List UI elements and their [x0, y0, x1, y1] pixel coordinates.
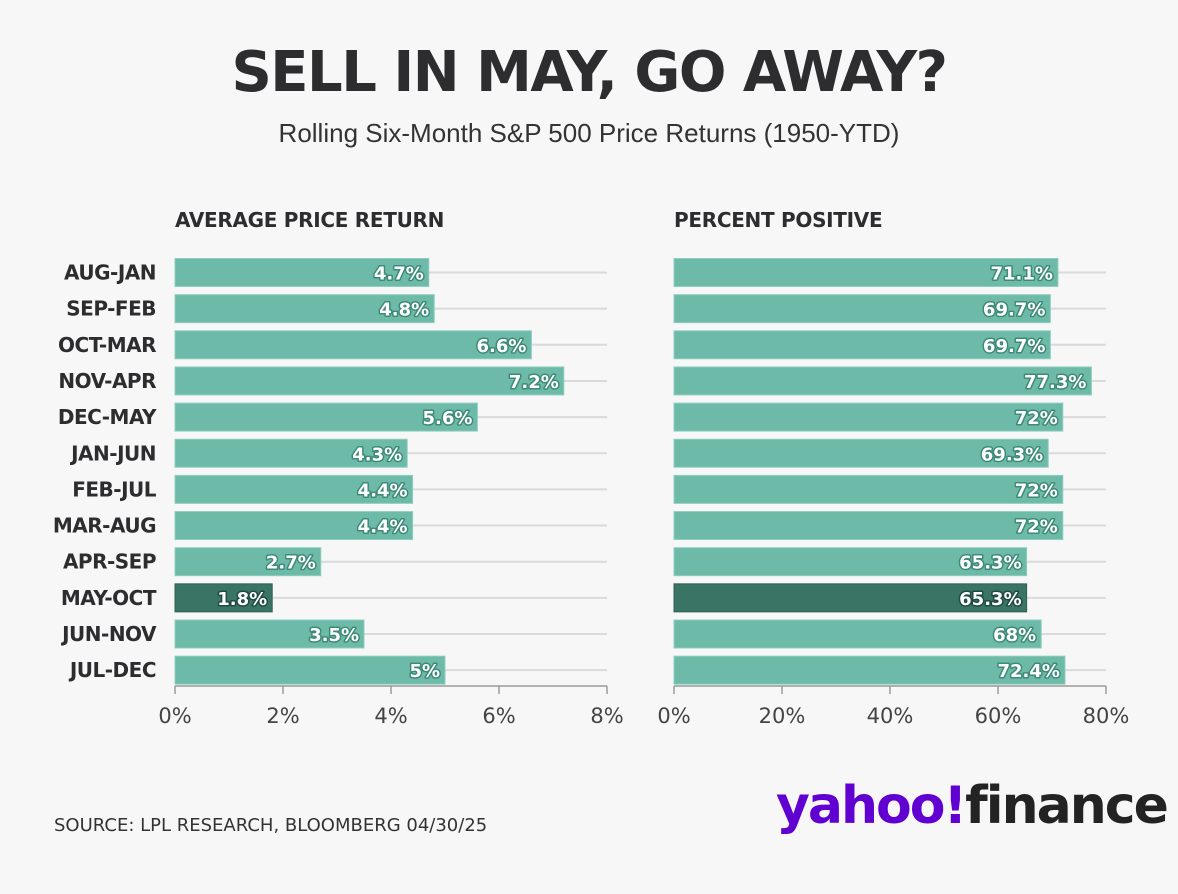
average-price-return-x-tick-label: 6% — [482, 704, 515, 728]
average-price-return-value-label: 1.8% — [217, 589, 267, 610]
category-label-may-oct: MAY-OCT — [61, 586, 157, 610]
percent-positive-bar-nov-apr — [673, 366, 1092, 396]
percent-positive-bar-sep-feb — [673, 294, 1051, 324]
percent-positive-bar-aug-jan — [673, 258, 1059, 287]
percent-positive-x-tick-label: 80% — [1083, 704, 1130, 728]
average-price-return-value-label: 4.4% — [358, 517, 408, 538]
panel-title-average-price-return: AVERAGE PRICE RETURN — [175, 208, 445, 232]
average-price-return-bar-dec-may — [174, 402, 478, 432]
average-price-return-bar-oct-mar — [174, 330, 532, 360]
percent-positive-bar-may-oct — [673, 583, 1028, 613]
average-price-return-value-label: 2.7% — [266, 553, 316, 574]
category-label-dec-may: DEC-MAY — [58, 405, 157, 429]
chart-subtitle: Rolling Six-Month S&P 500 Price Returns … — [278, 118, 900, 148]
percent-positive-value-label: 72.4% — [998, 661, 1060, 682]
average-price-return-x-tick-label: 4% — [374, 704, 407, 728]
average-price-return-value-label: 5% — [409, 661, 440, 682]
category-label-feb-jul: FEB-JUL — [72, 477, 157, 501]
average-price-return-bar-sep-feb — [174, 294, 435, 324]
average-price-return-bar-may-oct — [174, 583, 273, 613]
average-price-return-x-tick-label: 2% — [266, 704, 299, 728]
percent-positive-value-label: 65.3% — [959, 553, 1021, 574]
category-label-oct-mar: OCT-MAR — [58, 333, 156, 357]
source-note: SOURCE: LPL RESEARCH, BLOOMBERG 04/30/25 — [54, 815, 488, 836]
percent-positive-bar-jul-dec — [673, 655, 1066, 685]
average-price-return-bar-apr-sep — [174, 547, 322, 577]
logo-yahoo: yahoo! — [776, 776, 967, 836]
percent-positive-value-label: 72% — [1015, 408, 1058, 429]
percent-positive-x-tick-label: 20% — [759, 704, 806, 728]
average-price-return-x-tick-label: 0% — [158, 704, 191, 728]
percent-positive-bar-apr-sep — [673, 547, 1028, 577]
percent-positive-bar-jun-nov — [673, 619, 1042, 649]
category-label-mar-aug: MAR-AUG — [53, 514, 156, 538]
percent-positive-x-tick-label: 40% — [867, 704, 914, 728]
average-price-return-value-label: 4.4% — [358, 480, 408, 501]
average-price-return-bar-jul-dec — [174, 655, 446, 685]
logo-finance: finance — [965, 776, 1169, 836]
average-price-return-bar-jan-jun — [174, 438, 408, 468]
percent-positive-bar-oct-mar — [673, 330, 1051, 360]
average-price-return-bar-nov-apr — [174, 366, 565, 396]
percent-positive-value-label: 72% — [1015, 480, 1058, 501]
average-price-return-value-label: 6.6% — [476, 336, 526, 357]
percent-positive-value-label: 69.7% — [983, 336, 1045, 357]
average-price-return-value-label: 5.6% — [422, 408, 472, 429]
chart-title: SELL IN MAY, GO AWAY? — [231, 40, 948, 105]
percent-positive-value-label: 65.3% — [959, 589, 1021, 610]
category-label-aug-jan: AUG-JAN — [64, 261, 156, 285]
average-price-return-bar-jun-nov — [174, 619, 365, 649]
yahoo-finance-logo: yahoo!finance — [776, 776, 1169, 836]
category-label-sep-feb: SEP-FEB — [66, 297, 156, 321]
panel-title-percent-positive: PERCENT POSITIVE — [674, 208, 883, 232]
percent-positive-value-label: 77.3% — [1024, 372, 1086, 393]
percent-positive-value-label: 71.1% — [990, 264, 1052, 285]
percent-positive-value-label: 69.7% — [983, 300, 1045, 321]
category-label-nov-apr: NOV-APR — [58, 369, 156, 393]
average-price-return-bar-aug-jan — [174, 258, 430, 287]
average-price-return-value-label: 3.5% — [309, 625, 359, 646]
percent-positive-x-tick-label: 0% — [657, 704, 690, 728]
average-price-return-x-tick-label: 8% — [590, 704, 623, 728]
average-price-return-value-label: 4.3% — [352, 444, 402, 465]
average-price-return-value-label: 7.2% — [509, 372, 559, 393]
average-price-return-value-label: 4.8% — [379, 300, 429, 321]
percent-positive-value-label: 72% — [1015, 517, 1058, 538]
category-label-jul-dec: JUL-DEC — [68, 658, 156, 682]
percent-positive-bar-feb-jul — [673, 474, 1064, 504]
average-price-return-bar-feb-jul — [174, 474, 414, 504]
category-label-jun-nov: JUN-NOV — [60, 622, 157, 646]
percent-positive-value-label: 69.3% — [981, 444, 1043, 465]
percent-positive-bar-jan-jun — [673, 438, 1049, 468]
percent-positive-bar-dec-may — [673, 402, 1064, 432]
percent-positive-bar-mar-aug — [673, 511, 1064, 541]
average-price-return-bar-mar-aug — [174, 511, 414, 541]
category-label-jan-jun: JAN-JUN — [69, 441, 156, 465]
category-label-apr-sep: APR-SEP — [63, 550, 156, 574]
average-price-return-value-label: 4.7% — [374, 264, 424, 285]
percent-positive-x-tick-label: 60% — [975, 704, 1022, 728]
percent-positive-value-label: 68% — [993, 625, 1036, 646]
